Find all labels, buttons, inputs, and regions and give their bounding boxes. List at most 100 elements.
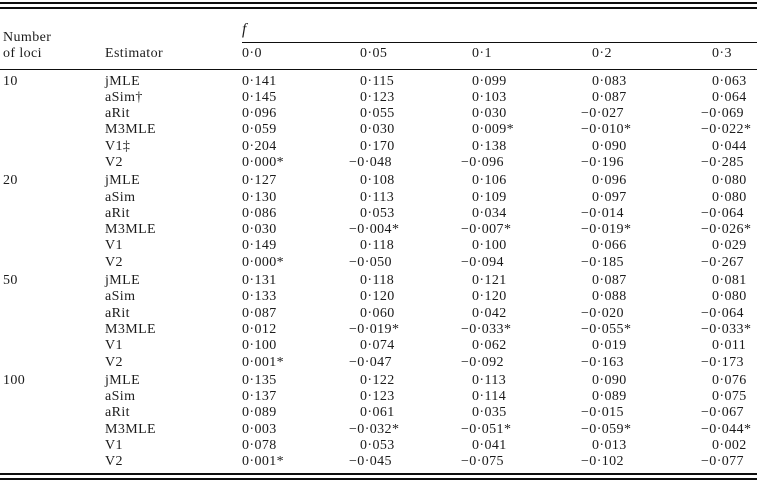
value-cell: 0·034 bbox=[472, 205, 507, 221]
value-cell: −0·050 bbox=[349, 254, 392, 270]
value-cell: 0·103 bbox=[472, 89, 507, 105]
value-cell: −0·019* bbox=[581, 222, 632, 238]
value-cell: 0·062 bbox=[472, 338, 507, 354]
estimator-cell: aRit bbox=[105, 405, 130, 421]
table-body: 10 jMLE 0·141 0·115 0·099 0·083 0·063 aSim† 0·14… bbox=[0, 69, 757, 471]
value-cell: −0·067 bbox=[701, 405, 744, 421]
value-cell: −0·064 bbox=[701, 205, 744, 221]
value-cell: 0·009* bbox=[472, 122, 515, 138]
estimator-cell: M3MLE bbox=[105, 222, 156, 238]
loci-cell bbox=[0, 255, 105, 271]
estimator-cell: V1 bbox=[105, 338, 123, 354]
value-cell: 0·083 bbox=[592, 73, 627, 89]
loci-cell: 20 bbox=[3, 173, 18, 189]
value-cell: 0·042 bbox=[472, 305, 507, 321]
table-row: V2 0·000* −0·050 −0·094 −0·185 −0·267 bbox=[0, 255, 757, 271]
value-cell: 0·060 bbox=[360, 305, 395, 321]
value-cell: −0·019* bbox=[349, 321, 400, 337]
estimator-bias-table: Number of loci Estimator f 0·0 0·05 0·1 … bbox=[0, 9, 757, 471]
value-cell: 0·061 bbox=[360, 405, 395, 421]
loci-cell bbox=[0, 338, 105, 354]
value-cell: 0·170 bbox=[360, 138, 395, 154]
estimator-column-header: Estimator bbox=[105, 9, 242, 70]
loci-cell bbox=[0, 238, 105, 254]
value-cell: 0·089 bbox=[242, 405, 277, 421]
table-row: aSim 0·133 0·120 0·120 0·088 0·080 bbox=[0, 289, 757, 305]
loci-cell: 10 bbox=[3, 73, 18, 89]
value-cell: 0·108 bbox=[360, 173, 395, 189]
loci-cell bbox=[0, 90, 105, 106]
loci-cell bbox=[0, 155, 105, 171]
value-cell: 0·003 bbox=[242, 421, 277, 437]
value-cell: −0·033* bbox=[701, 321, 752, 337]
table-row: M3MLE 0·012 −0·019* −0·033* −0·055* −0·033* bbox=[0, 322, 757, 338]
value-cell: 0·090 bbox=[592, 138, 627, 154]
value-cell: −0·004* bbox=[349, 222, 400, 238]
bottom-double-rule bbox=[0, 472, 757, 480]
loci-cell bbox=[0, 355, 105, 371]
table-row: aRit 0·089 0·061 0·035 −0·015 −0·067 bbox=[0, 405, 757, 421]
value-cell: 0·127 bbox=[242, 173, 277, 189]
value-cell: −0·010* bbox=[581, 122, 632, 138]
value-cell: −0·047 bbox=[349, 354, 392, 370]
value-cell: 0·053 bbox=[360, 205, 395, 221]
loci-cell bbox=[0, 139, 105, 155]
value-cell: −0·007* bbox=[461, 222, 512, 238]
value-cell: 0·044 bbox=[712, 138, 747, 154]
table-row: V1 0·149 0·118 0·100 0·066 0·029 bbox=[0, 238, 757, 254]
value-cell: −0·075 bbox=[461, 454, 504, 470]
value-cell: −0·173 bbox=[701, 354, 744, 370]
value-cell: 0·011 bbox=[712, 338, 747, 354]
value-cell: 0·055 bbox=[360, 106, 395, 122]
value-cell: −0·059* bbox=[581, 421, 632, 437]
loci-cell: 100 bbox=[3, 372, 26, 388]
estimator-cell: aRit bbox=[105, 205, 130, 221]
value-cell: 0·100 bbox=[472, 238, 507, 254]
estimator-cell: V2 bbox=[105, 254, 123, 270]
estimator-cell: V1 bbox=[105, 438, 123, 454]
estimator-cell: aSim† bbox=[105, 89, 143, 105]
top-double-rule bbox=[0, 2, 757, 9]
value-cell: −0·032* bbox=[349, 421, 400, 437]
value-cell: 0·089 bbox=[592, 389, 627, 405]
value-cell: 0·118 bbox=[360, 273, 395, 289]
estimator-cell: V1 bbox=[105, 238, 123, 254]
table-row: V2 0·001* −0·045 −0·075 −0·102 −0·077 bbox=[0, 454, 757, 470]
table-row: V2 0·001* −0·047 −0·092 −0·163 −0·173 bbox=[0, 355, 757, 371]
table-header: Number of loci Estimator f 0·0 0·05 0·1 … bbox=[0, 9, 757, 70]
table-row: aRit 0·096 0·055 0·030 −0·027 −0·069 bbox=[0, 106, 757, 122]
value-cell: 0·012 bbox=[242, 321, 277, 337]
loci-cell bbox=[0, 322, 105, 338]
estimator-cell: jMLE bbox=[105, 73, 141, 89]
estimator-cell: aSim bbox=[105, 389, 136, 405]
value-cell: 0·066 bbox=[592, 238, 627, 254]
value-cell: 0·080 bbox=[712, 289, 747, 305]
estimator-cell: jMLE bbox=[105, 372, 141, 388]
f-group-header-row: Number of loci Estimator f bbox=[0, 9, 757, 70]
estimator-cell: M3MLE bbox=[105, 421, 156, 437]
estimator-cell: V1‡ bbox=[105, 138, 131, 154]
table-row: V2 0·000* −0·048 −0·096 −0·196 −0·285 bbox=[0, 155, 757, 171]
value-cell: 0·001* bbox=[242, 454, 285, 470]
loci-cell bbox=[0, 454, 105, 470]
value-cell: 0·030 bbox=[242, 222, 277, 238]
estimator-cell: V2 bbox=[105, 354, 123, 370]
value-cell: 0·019 bbox=[592, 338, 627, 354]
value-cell: −0·044* bbox=[701, 421, 752, 437]
value-cell: 0·100 bbox=[242, 338, 277, 354]
value-cell: −0·051* bbox=[461, 421, 512, 437]
value-cell: 0·087 bbox=[592, 273, 627, 289]
value-cell: 0·041 bbox=[472, 438, 507, 454]
value-cell: −0·163 bbox=[581, 354, 624, 370]
loci-cell bbox=[0, 206, 105, 222]
value-cell: −0·267 bbox=[701, 254, 744, 270]
value-cell: −0·185 bbox=[581, 254, 624, 270]
value-cell: −0·285 bbox=[701, 154, 744, 170]
value-cell: 0·145 bbox=[242, 89, 277, 105]
table-row: 100 jMLE 0·135 0·122 0·113 0·090 0·076 bbox=[0, 371, 757, 389]
value-cell: 0·204 bbox=[242, 138, 277, 154]
estimator-cell: M3MLE bbox=[105, 122, 156, 138]
loci-cell bbox=[0, 422, 105, 438]
value-cell: 0·002 bbox=[712, 438, 747, 454]
